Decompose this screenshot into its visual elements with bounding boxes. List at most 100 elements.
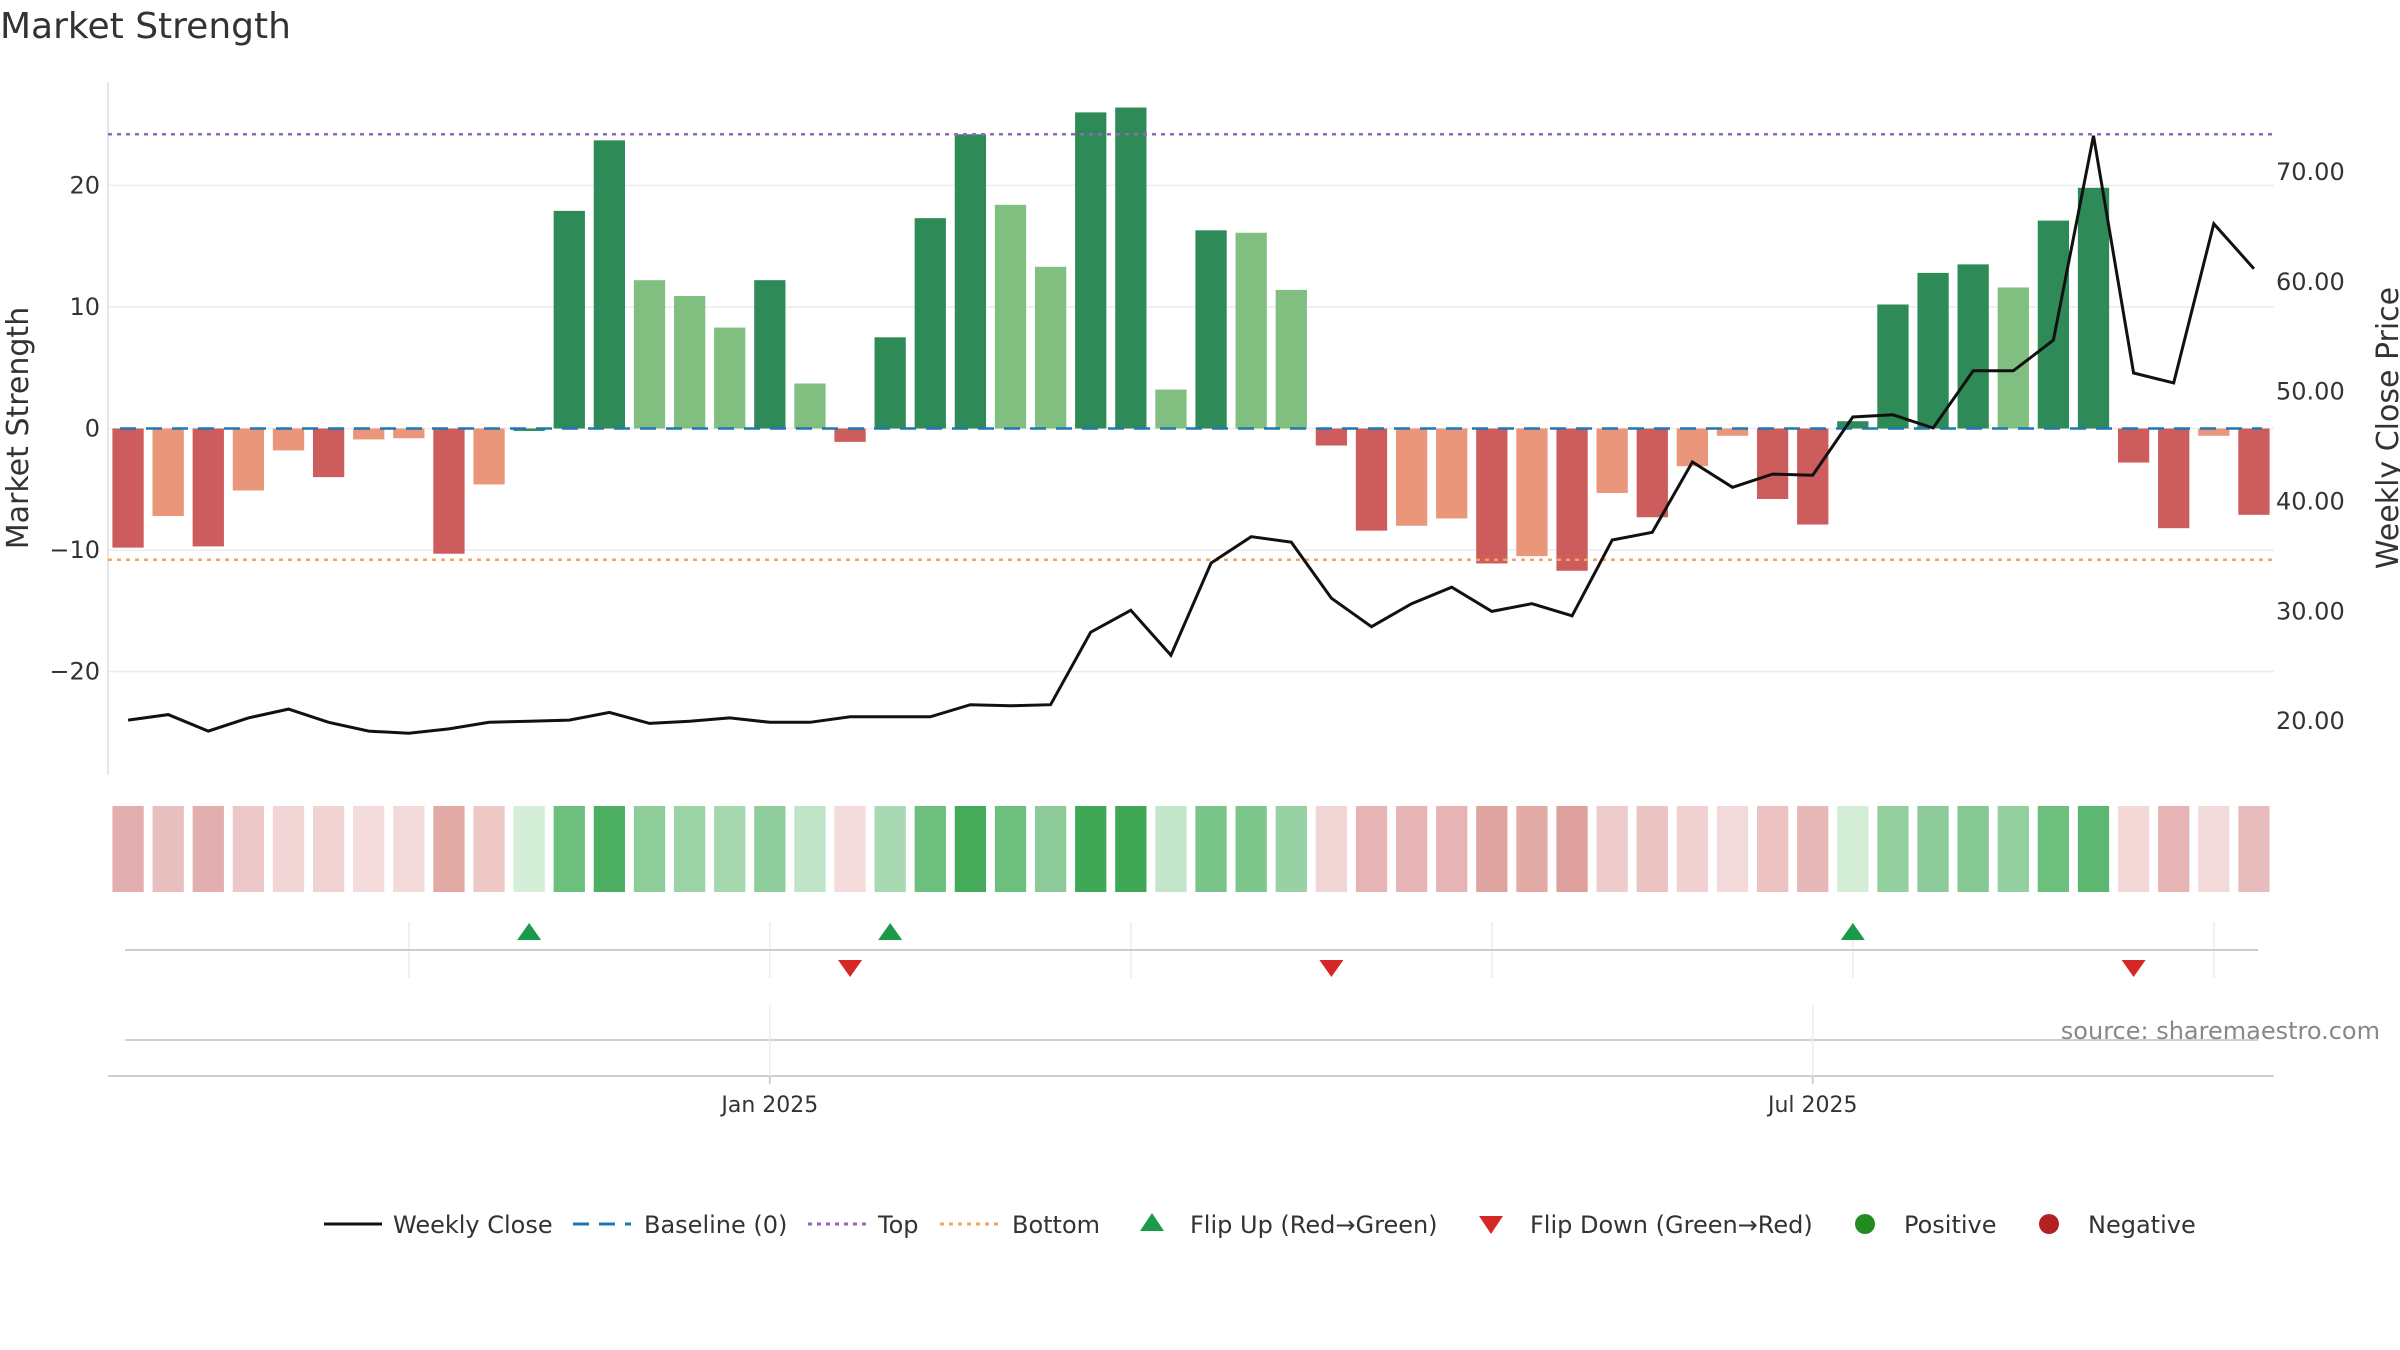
heat-cell-39 — [1676, 806, 1709, 892]
legend-flip-up: Flip Up (Red→Green) — [1190, 1211, 1438, 1239]
flip-up-marker-2 — [1840, 923, 1865, 940]
heat-cell-19 — [874, 806, 906, 892]
strength-bar-12 — [593, 140, 626, 429]
x-tick-label-1: Jul 2025 — [1766, 1093, 1858, 1118]
legend-negative: Negative — [2088, 1211, 2196, 1239]
heat-cell-8 — [433, 806, 465, 892]
heat-cell-36 — [1556, 806, 1588, 892]
left-axis-label: Market Strength — [1, 307, 36, 549]
heat-cell-5 — [312, 806, 345, 892]
legend-positive-dot-icon — [1855, 1214, 1875, 1234]
strength-bar-29 — [1275, 289, 1307, 429]
heat-cell-14 — [673, 806, 706, 892]
heat-strip — [112, 806, 2270, 892]
legend-weekly-close: Weekly Close — [393, 1211, 553, 1239]
strength-bar-1 — [152, 428, 184, 517]
strength-bar-24 — [1075, 112, 1107, 429]
strength-bar-31 — [1355, 428, 1388, 531]
heat-cell-49 — [2077, 806, 2110, 892]
strength-bar-34 — [1476, 428, 1508, 564]
heat-cell-34 — [1476, 806, 1508, 892]
legend-flip-up-triangle-icon — [1140, 1213, 1164, 1231]
heat-cell-37 — [1596, 806, 1628, 892]
legend-bottom: Bottom — [1012, 1211, 1100, 1239]
heat-cell-30 — [1315, 806, 1348, 892]
strength-bar-16 — [754, 280, 786, 429]
strength-bar-14 — [673, 295, 706, 429]
heat-cell-13 — [633, 806, 666, 892]
strength-bar-49 — [2077, 187, 2110, 429]
strength-bar-0 — [112, 428, 144, 548]
flip-markers-panel — [125, 922, 2258, 978]
strength-bar-27 — [1195, 230, 1227, 429]
strength-bar-53 — [2238, 428, 2270, 515]
heat-cell-18 — [834, 806, 866, 892]
strength-bar-6 — [353, 428, 385, 440]
heat-cell-16 — [754, 806, 786, 892]
strength-bar-45 — [1917, 272, 1949, 429]
strength-bar-38 — [1636, 428, 1668, 518]
left-axis-ticks: 20 10 0 −10 −20 — [49, 171, 100, 685]
strength-bar-35 — [1516, 428, 1548, 557]
strength-bar-40 — [1716, 428, 1749, 436]
strength-bar-46 — [1957, 264, 1989, 429]
x-tick-label-0: Jan 2025 — [719, 1093, 818, 1118]
strength-bar-30 — [1315, 428, 1348, 446]
heat-cell-17 — [794, 806, 826, 892]
strength-bar-20 — [914, 218, 946, 429]
heat-cell-9 — [473, 806, 505, 892]
heat-cell-7 — [393, 806, 425, 892]
heat-cell-52 — [2198, 806, 2230, 892]
strength-bar-25 — [1115, 107, 1147, 429]
heat-cell-38 — [1636, 806, 1668, 892]
strength-bar-8 — [433, 428, 465, 554]
heat-cell-12 — [593, 806, 626, 892]
right-tick-label-3: 40.00 — [2276, 488, 2345, 516]
strength-bar-52 — [2198, 428, 2230, 436]
flip-up-marker-1 — [878, 923, 903, 940]
right-tick-label-5: 20.00 — [2276, 707, 2345, 735]
strength-bar-15 — [714, 327, 746, 429]
strength-bar-17 — [794, 383, 826, 429]
heat-cell-45 — [1917, 806, 1949, 892]
right-tick-label-4: 30.00 — [2276, 597, 2345, 625]
heat-cell-21 — [954, 806, 987, 892]
strength-bar-23 — [1034, 266, 1067, 429]
right-axis-ticks: 70.00 60.00 50.00 40.00 30.00 20.00 — [2276, 158, 2345, 735]
strength-bar-7 — [393, 428, 425, 439]
chart-title: Market Strength — [0, 6, 291, 47]
strength-bar-37 — [1596, 428, 1628, 493]
strength-bar-51 — [2158, 428, 2190, 529]
x-axis-ticks: Jan 2025 Jul 2025 — [719, 1005, 1857, 1118]
left-tick-label-3: −10 — [49, 536, 100, 564]
strength-bar-18 — [834, 428, 866, 442]
heat-cell-4 — [272, 806, 305, 892]
heat-cell-47 — [1997, 806, 2029, 892]
heat-cell-33 — [1436, 806, 1468, 892]
heat-cell-43 — [1837, 806, 1869, 892]
heat-cell-26 — [1155, 806, 1187, 892]
heat-cell-22 — [994, 806, 1027, 892]
heat-cell-51 — [2158, 806, 2190, 892]
strength-bar-10 — [513, 428, 545, 431]
heat-cell-53 — [2238, 806, 2270, 892]
legend-top: Top — [877, 1211, 919, 1239]
heat-cell-32 — [1395, 806, 1428, 892]
source-label: source: sharemaestro.com — [2061, 1017, 2380, 1045]
strength-bar-28 — [1235, 232, 1267, 429]
weekly-close-line — [127, 135, 2256, 735]
left-tick-label-1: 10 — [69, 293, 100, 321]
strength-bar-47 — [1997, 287, 2029, 429]
date-axis-panel — [108, 1039, 2274, 1077]
strength-bars — [112, 107, 2270, 571]
heat-cell-48 — [2037, 806, 2070, 892]
right-tick-label-1: 60.00 — [2276, 268, 2345, 296]
heat-cell-23 — [1034, 806, 1067, 892]
legend-baseline: Baseline (0) — [644, 1211, 787, 1239]
heat-cell-29 — [1275, 806, 1307, 892]
right-tick-label-0: 70.00 — [2276, 158, 2345, 186]
heat-cell-31 — [1355, 806, 1388, 892]
heat-cell-42 — [1797, 806, 1829, 892]
legend-positive: Positive — [1904, 1211, 1997, 1239]
